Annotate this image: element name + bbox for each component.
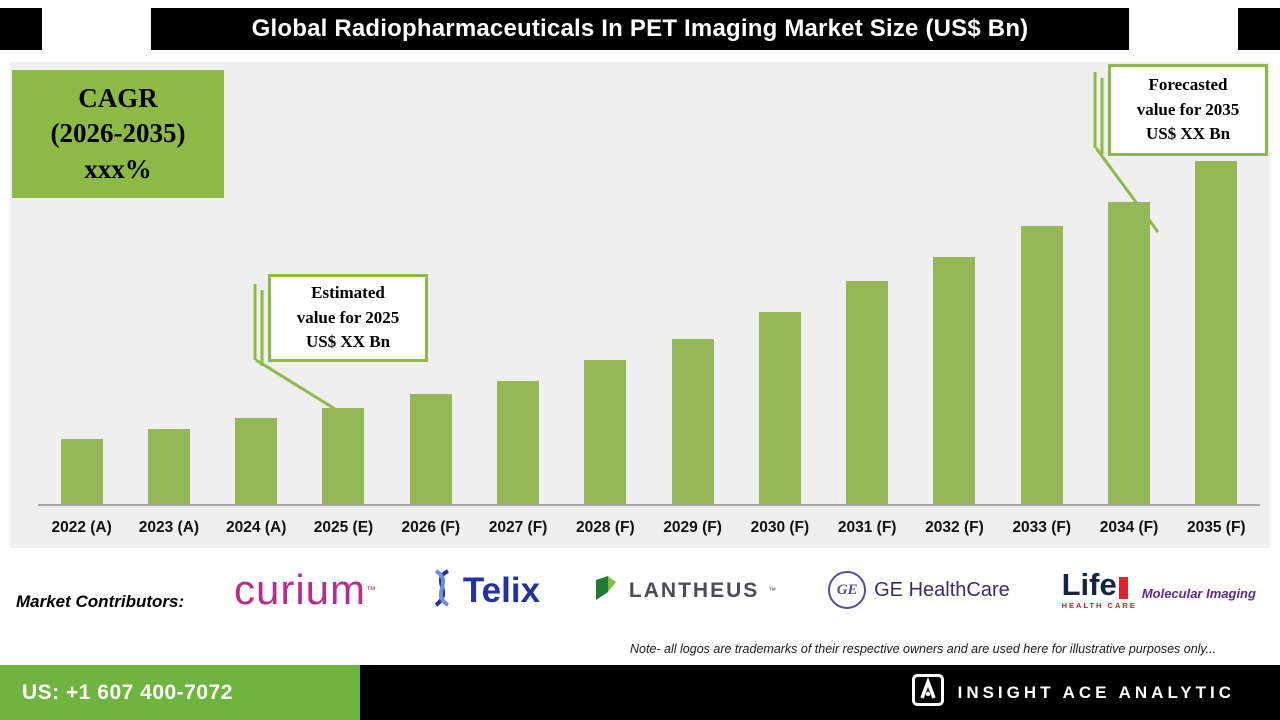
bar-2027 (F) [497, 381, 540, 504]
estimated-value-callout: Estimated value for 2025 US$ XX Bn [268, 274, 428, 362]
contributors-label: Market Contributors: [16, 592, 185, 611]
x-tick-label: 2032 (F) [925, 519, 984, 536]
plot-area [38, 161, 1260, 506]
lantheus-wordmark: LANTHEUS [628, 578, 760, 602]
x-tick-label: 2027 (F) [488, 519, 548, 536]
cagr-badge: CAGR (2026-2035) xxx% [12, 70, 224, 198]
cagr-line-3: xxx% [84, 153, 152, 184]
ge-monogram-icon: GE [828, 571, 867, 609]
telix-logo: Telix [428, 568, 541, 612]
forecasted-line-1: Forecasted [1148, 75, 1228, 95]
bars-row [38, 161, 1260, 504]
bar-column [1173, 161, 1260, 504]
lantheus-mark-icon [592, 574, 620, 607]
bar-column [38, 161, 125, 504]
bar-column [213, 161, 300, 504]
curium-logo: curium ™ [234, 569, 376, 611]
curium-trademark-symbol: ™ [366, 584, 377, 596]
estimated-line-1: Estimated [311, 283, 385, 303]
bar-2035 (F) [1195, 161, 1238, 504]
life-red-bar-icon [1118, 577, 1128, 600]
life-wordmark-row: Life [1061, 566, 1137, 602]
forecasted-line-3: US$ XX Bn [1145, 124, 1231, 144]
bar-2029 (F) [671, 339, 714, 504]
trademark-note: Note- all logos are trademarks of their … [630, 642, 1217, 656]
x-tick-label: 2031 (F) [837, 519, 897, 536]
bar-column [911, 161, 998, 504]
x-tick-label: 2035 (F) [1187, 519, 1246, 536]
x-tick-label: 2025 (E) [313, 519, 374, 536]
ge-healthcare-wordmark: GE HealthCare [874, 578, 1010, 601]
forecasted-line-2: value for 2035 [1136, 99, 1240, 119]
page-title: Global Radiopharmaceuticals In PET Imagi… [251, 15, 1029, 42]
corner-decoration-right [1238, 8, 1280, 50]
life-wordmark-sub: HEALTH CARE [1061, 601, 1137, 611]
brand-area: INSIGHT ACE ANALYTIC [911, 674, 1280, 711]
insight-ace-logo-icon [911, 674, 944, 711]
bar-2023 (A) [147, 429, 190, 504]
bar-2032 (F) [933, 257, 976, 504]
cagr-line-2: (2026-2035) [50, 118, 186, 149]
estimated-line-2: value for 2025 [296, 307, 400, 327]
bar-2033 (F) [1020, 226, 1063, 504]
brand-name: INSIGHT ACE ANALYTIC [957, 682, 1235, 702]
bar-column [300, 161, 387, 504]
lantheus-logo: LANTHEUS ™ [592, 574, 776, 607]
bar-2024 (A) [235, 418, 278, 504]
bar-column [649, 161, 736, 504]
curium-wordmark: curium [234, 566, 367, 613]
life-molecular-imaging-logo: Life HEALTH CARE Molecular Imaging [1061, 566, 1256, 611]
x-axis-labels: 2022 (A) 2023 (A) 2024 (A) 2025 (E) 2026 (F)… [38, 508, 1260, 548]
bar-column [736, 161, 823, 504]
estimated-line-3: US$ XX Bn [305, 332, 391, 352]
bar-2034 (F) [1108, 202, 1151, 504]
header-strip: Global Radiopharmaceuticals In PET Imagi… [0, 8, 1280, 50]
bar-2026 (F) [409, 394, 452, 504]
chart-area: CAGR (2026-2035) xxx% Estimated value fo… [10, 62, 1270, 548]
bar-column [387, 161, 474, 504]
bar-column [562, 161, 649, 504]
bar-column [998, 161, 1085, 504]
x-tick-label: 2023 (A) [138, 519, 200, 536]
x-tick-label: 2022 (A) [51, 519, 112, 536]
corner-decoration-left [0, 8, 42, 50]
cagr-line-1: CAGR [78, 83, 158, 114]
phone-badge: US: +1 607 400-7072 [0, 665, 360, 720]
bar-2022 (A) [60, 439, 103, 504]
contributors-logos: curium ™ Telix [222, 548, 1268, 632]
bar-2028 (F) [584, 360, 627, 504]
bar-2030 (F) [758, 312, 801, 504]
telix-wordmark: Telix [462, 570, 541, 610]
x-tick-label: 2034 (F) [1099, 519, 1159, 536]
bar-column [1085, 161, 1172, 504]
contributors-section: Market Contributors: curium ™ Telix [0, 548, 1280, 665]
telix-helix-icon [428, 568, 456, 612]
bar-2031 (F) [846, 281, 889, 504]
phone-number: US: +1 607 400-7072 [22, 680, 233, 704]
life-wordmark: Life HEALTH CARE [1061, 566, 1137, 611]
ge-healthcare-logo: GE GE HealthCare [828, 571, 1010, 609]
lantheus-trademark-symbol: ™ [768, 585, 777, 595]
life-wordmark-main: Life [1061, 566, 1117, 602]
bar-column [125, 161, 212, 504]
bar-2025 (E) [322, 408, 365, 504]
bar-column [824, 161, 911, 504]
x-tick-label: 2024 (A) [226, 519, 287, 536]
forecasted-value-callout: Forecasted value for 2035 US$ XX Bn [1108, 64, 1268, 156]
molecular-imaging-wordmark: Molecular Imaging [1141, 585, 1256, 601]
x-tick-label: 2030 (F) [750, 519, 810, 536]
bar-column [474, 161, 561, 504]
chart-title-bar: Global Radiopharmaceuticals In PET Imagi… [151, 8, 1129, 50]
footer-bar: US: +1 607 400-7072 INSIGHT ACE ANALYTIC [0, 665, 1280, 720]
x-tick-label: 2033 (F) [1012, 519, 1072, 536]
x-tick-label: 2026 (F) [401, 519, 461, 536]
x-tick-label: 2029 (F) [663, 519, 722, 536]
x-tick-label: 2028 (F) [576, 519, 635, 536]
